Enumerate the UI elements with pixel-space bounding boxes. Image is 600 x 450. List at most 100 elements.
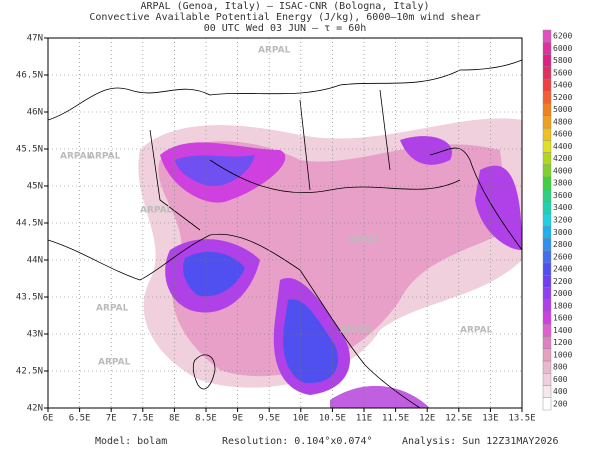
colorbar-label: 2000	[553, 289, 572, 298]
colorbar-swatch	[542, 373, 552, 386]
colorbar-swatch	[542, 238, 552, 251]
colorbar-label: 4400	[553, 142, 572, 151]
x-tick-label: 7E	[106, 414, 117, 424]
y-tick-label: 42.5N	[16, 367, 43, 377]
header-line: 00 UTC Wed 03 JUN – τ = 60h	[204, 23, 367, 34]
colorbar-swatch	[542, 115, 552, 129]
y-tick-label: 46N	[27, 108, 43, 118]
x-tick-label: 9E	[232, 414, 243, 424]
footer-model: Model: bolam	[95, 436, 167, 447]
colorbar-label: 3400	[553, 203, 572, 212]
footer-analysis: Analysis: Sun 12Z31MAY2026	[402, 436, 559, 447]
watermark: ARPAL	[258, 46, 291, 56]
watermark: ARPAL	[140, 206, 173, 216]
colorbar-swatch	[542, 323, 552, 337]
colorbar-swatch	[542, 348, 552, 362]
watermark: ARPAL	[96, 304, 129, 314]
colorbar-label: 6000	[553, 44, 572, 53]
y-tick-label: 45.5N	[16, 145, 43, 155]
colorbar-label: 5800	[553, 56, 572, 65]
colorbar-swatch	[542, 152, 552, 166]
colorbar-label: 3600	[553, 191, 572, 200]
ticks: 6E 6.5E 7E 7.5E 8E 8.5E 9E 9.5E 10E 10.5E 11E 11.5E…	[16, 34, 536, 424]
x-tick-label: 8.5E	[195, 414, 217, 424]
colorbar-label: 2400	[553, 265, 572, 274]
colorbar-swatch	[542, 287, 552, 300]
y-tick-label: 44N	[27, 256, 43, 266]
coastlines	[47, 59, 523, 409]
watermark: ARPAL	[98, 358, 131, 368]
colorbar-swatch	[542, 164, 552, 178]
x-tick-label: 13E	[482, 414, 498, 424]
y-tick-label: 44.5N	[16, 219, 43, 229]
colorbar-swatch	[542, 127, 552, 141]
y-tick-label: 45N	[27, 182, 43, 192]
colorbar-label: 600	[553, 375, 568, 384]
header-line: Convective Available Potential Energy (J…	[89, 12, 480, 23]
colorbar-label: 3000	[553, 228, 572, 237]
x-tick-label: 6E	[43, 414, 54, 424]
colorbar-label: 3800	[553, 179, 572, 188]
colorbar-label: 4000	[553, 166, 572, 175]
colorbar-swatch	[542, 360, 552, 374]
colorbar-swatch	[542, 54, 552, 67]
x-tick-label: 11.5E	[382, 414, 409, 424]
x-tick-label: 12.5E	[445, 414, 472, 424]
colorbar-label: 4800	[553, 117, 572, 126]
colorbar-label: 5600	[553, 68, 572, 77]
y-tick-label: 43.5N	[16, 293, 43, 303]
colorbar-label: 400	[553, 387, 568, 396]
colorbar-swatch	[542, 336, 552, 349]
grid	[47, 37, 523, 409]
y-tick-label: 46.5N	[16, 71, 43, 81]
colorbar-label: 2200	[553, 277, 572, 286]
colorbar-label: 1600	[553, 314, 572, 323]
colorbar-swatch	[542, 385, 552, 398]
colorbar-label: 4600	[553, 130, 572, 139]
x-tick-label: 13.5E	[508, 414, 535, 424]
header-line: ARPAL (Genoa, Italy) – ISAC-CNR (Bologna…	[141, 1, 430, 12]
x-tick-label: 7.5E	[132, 414, 154, 424]
colorbar-label: 6200	[553, 32, 572, 41]
colorbar-label: 800	[553, 363, 568, 372]
colorbar-swatch	[542, 91, 552, 104]
colorbar-label: 2800	[553, 240, 572, 249]
colorbar-swatch	[542, 189, 552, 202]
x-tick-label: 6.5E	[69, 414, 91, 424]
colorbar-label: 1000	[553, 350, 572, 359]
y-tick-label: 42N	[27, 404, 43, 414]
watermark: ARPAL	[348, 236, 381, 246]
y-tick-label: 47N	[27, 34, 43, 44]
x-tick-label: 11E	[356, 414, 372, 424]
colorbar-label: 5000	[553, 105, 572, 114]
colorbar-label: 1200	[553, 338, 572, 347]
colorbar-swatch	[542, 29, 552, 43]
colorbar-swatch	[542, 397, 552, 411]
colorbar-swatch	[542, 176, 552, 190]
colorbar-label: 200	[553, 399, 568, 408]
colorbar-swatch	[542, 213, 552, 227]
colorbar-label: 5400	[553, 81, 572, 90]
watermark: ARPAL	[460, 326, 493, 336]
footer-resolution: Resolution: 0.104°x0.074°	[222, 436, 373, 447]
colorbar-swatch	[542, 201, 552, 215]
colorbar-swatch	[542, 262, 552, 276]
x-tick-label: 10.5E	[319, 414, 346, 424]
x-tick-label: 12E	[419, 414, 435, 424]
watermark: ARPAL	[60, 152, 93, 162]
colorbar-swatch	[542, 274, 552, 288]
watermark: ARPAL	[340, 326, 373, 336]
colorbar-label: 1400	[553, 326, 572, 335]
colorbar-swatch	[542, 225, 552, 239]
colorbar-label: 2600	[553, 252, 572, 261]
colorbar-swatch	[542, 103, 552, 117]
watermark: ARPAL	[88, 152, 121, 162]
y-tick-label: 43N	[27, 330, 43, 340]
colorbar-swatch	[542, 299, 552, 313]
colorbar-label: 3200	[553, 216, 572, 225]
colorbar-swatch	[542, 311, 552, 325]
cape-field	[138, 118, 523, 408]
x-tick-label: 8E	[169, 414, 180, 424]
